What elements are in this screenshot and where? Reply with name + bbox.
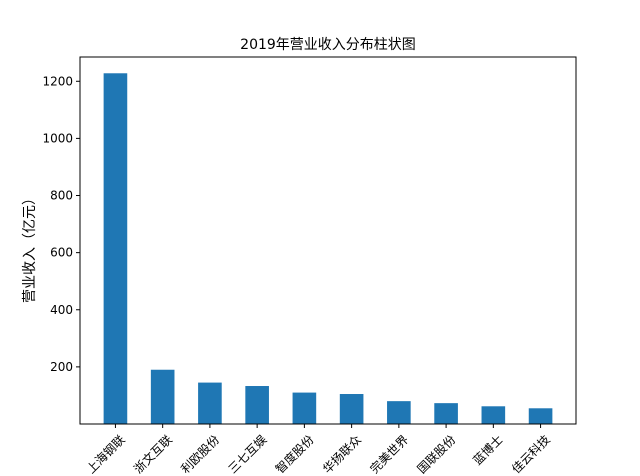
y-axis-ticks: 200 400 600 800 1000 1200: [42, 74, 80, 374]
bar-8: [434, 403, 458, 424]
plot-frame: [79, 56, 577, 425]
bar-1: [103, 73, 128, 424]
bar-4: [245, 386, 269, 424]
y-axis-label: 营业收入（亿元）: [22, 191, 38, 303]
bar-7: [387, 401, 411, 424]
y-tick-label: 600: [50, 246, 73, 260]
bar-3: [198, 382, 222, 424]
x-tick-label: 华扬联众: [319, 432, 364, 476]
bar-6: [339, 394, 364, 424]
x-axis-ticks: 上海钢联 浙文互联 利欧股份 三七互娱 智度股份 华扬联众 完美世界 国联股份 蓝博士 佳云科技: [83, 424, 553, 476]
bar-5: [292, 392, 317, 424]
y-tick-label: 1200: [42, 74, 73, 88]
y-tick-label: 1000: [42, 131, 73, 145]
x-tick-label: 三七互娱: [226, 432, 270, 476]
chart-title: 2019年营业收入分布柱状图: [240, 37, 416, 53]
x-tick-label: 国联股份: [415, 432, 459, 476]
x-tick-label: 智度股份: [272, 432, 317, 476]
x-tick-label: 利欧股份: [178, 432, 222, 476]
x-tick-label: 佳云科技: [509, 432, 553, 476]
x-tick-label: 浙文互联: [130, 432, 175, 476]
bar-9: [481, 406, 506, 424]
y-tick-label: 200: [50, 360, 73, 374]
y-tick-label: 800: [50, 189, 73, 203]
y-tick-label: 400: [50, 303, 73, 317]
bars-group: [103, 73, 553, 424]
x-tick-label: 上海钢联: [83, 432, 128, 476]
x-tick-label: 完美世界: [367, 432, 412, 476]
bar-10: [528, 408, 553, 424]
x-tick-label: 蓝博士: [470, 432, 506, 468]
bar-2: [150, 369, 175, 424]
